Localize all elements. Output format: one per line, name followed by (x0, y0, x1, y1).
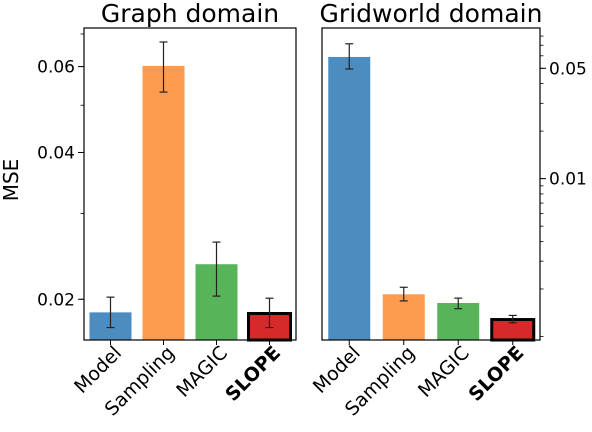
gridworld-ytick-label: 0.05 (549, 59, 587, 79)
gridworld-bar-model (328, 56, 371, 340)
graph-plot-frame (83, 27, 297, 341)
graph-title: Graph domain (101, 0, 279, 28)
gridworld-errorbar-model (345, 43, 354, 70)
graph-errorbar-model (106, 296, 115, 329)
gridworld-title: Gridworld domain (320, 0, 543, 28)
gridworld-bar-sampling (382, 294, 425, 340)
gridworld-xlabel-slope: SLOPE (465, 342, 529, 406)
gridworld-xlabel-magic: MAGIC (414, 342, 474, 402)
graph-errorbar-magic (212, 241, 221, 297)
gridworld-ytick-label: 0.01 (549, 170, 587, 190)
graph-domain-panel: Graph domainModelSamplingMAGICSLOPE0.020… (0, 0, 297, 420)
graph-ylabel: MSE (0, 159, 23, 202)
gridworld-plot-frame (321, 27, 541, 341)
graph-errorbar-sampling (159, 41, 168, 93)
graph-ytick-label: 0.06 (37, 58, 75, 78)
graph-xlabel-slope: SLOPE (221, 342, 285, 406)
gridworld-errorbar-slope (508, 314, 517, 324)
graph-errorbar-slope (265, 297, 274, 329)
graph-ytick-label: 0.02 (37, 290, 75, 310)
gridworld-domain-panel: Gridworld domainModelSamplingMAGICSLOPE0… (309, 0, 587, 420)
graph-ytick-label: 0.04 (37, 143, 75, 163)
graph-bar-sampling (142, 65, 185, 340)
gridworld-errorbar-sampling (399, 286, 408, 302)
gridworld-errorbar-magic (454, 297, 463, 310)
